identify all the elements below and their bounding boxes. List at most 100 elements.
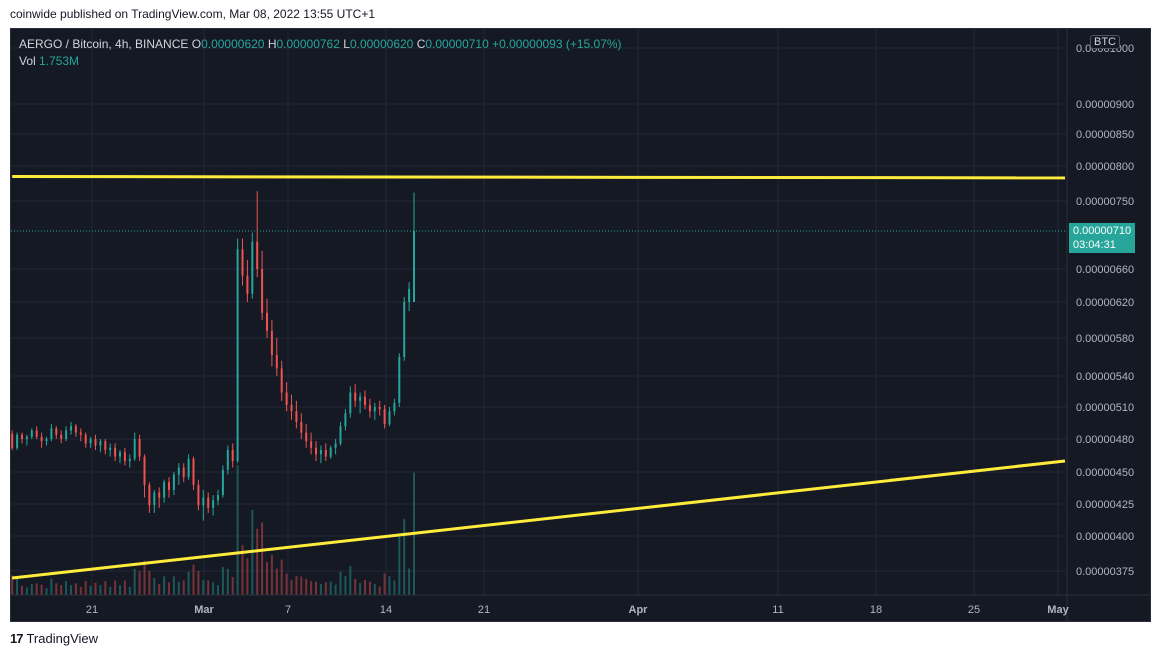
volume-bar [153, 578, 156, 595]
candle-body [16, 434, 19, 448]
volume-bar [408, 568, 411, 595]
volume-bar [383, 573, 386, 595]
volume-bar [212, 582, 215, 595]
candle-body [89, 439, 92, 444]
chart-legend: AERGO / Bitcoin, 4h, BINANCE O0.00000620… [19, 36, 622, 70]
price-tick-label: 0.00000375 [1076, 566, 1134, 578]
currency-badge[interactable]: BTC [1090, 35, 1120, 49]
volume-bar [393, 580, 396, 595]
candle-body [261, 269, 264, 313]
time-tick-label: 14 [380, 604, 392, 616]
volume-bar [285, 573, 288, 595]
candle-body [94, 439, 97, 446]
volume-bar [158, 584, 161, 595]
candle-body [30, 430, 33, 437]
volume-bar [40, 584, 43, 595]
candle-body [163, 482, 166, 498]
candle-body [84, 434, 87, 444]
volume-bar [261, 522, 264, 595]
volume-bar [266, 562, 269, 595]
volume-bar [30, 583, 33, 595]
brand-name: TradingView [26, 631, 99, 646]
candlestick-chart[interactable]: 0.00000375 0.00000400 0.00000425 0.00000450… [11, 29, 1150, 621]
time-tick-label: 7 [285, 604, 291, 616]
candle-body [177, 467, 180, 475]
volume-bar [168, 582, 171, 595]
time-axis: 21 Mar 7 14 21 Apr 11 18 25 May [86, 604, 1070, 616]
candle-body [280, 368, 283, 393]
tradingview-logo-icon: 17 [10, 631, 24, 646]
candle-body [221, 469, 224, 496]
candle-body [74, 426, 77, 433]
time-tick-label: May [1047, 604, 1069, 616]
time-tick-label: 25 [968, 604, 980, 616]
candle-body [383, 409, 386, 425]
candle-body [123, 452, 126, 461]
price-tick-label: 0.00000450 [1076, 467, 1134, 479]
volume-bar [226, 568, 229, 595]
volume-bar [45, 588, 48, 595]
volume-bar [65, 581, 68, 595]
volume-bar [236, 465, 239, 595]
candle-body [197, 484, 200, 506]
volume-bar [207, 580, 210, 595]
volume-bar [182, 580, 185, 595]
time-tick-label: 11 [772, 604, 783, 616]
high-value: 0.00000762 [276, 37, 340, 51]
candle-body [236, 249, 239, 461]
candle-body [99, 441, 102, 446]
candle-body [109, 447, 112, 450]
candle-body [182, 467, 185, 478]
candle-body [25, 436, 28, 439]
volume-bar [148, 571, 151, 595]
volume-bar [300, 576, 303, 595]
candle-body [334, 443, 337, 448]
high-label: H [267, 37, 277, 51]
time-tick-label: 21 [478, 604, 490, 616]
tradingview-brand[interactable]: 17 TradingView [10, 631, 98, 646]
volume-bar [50, 578, 53, 595]
volume-bar [280, 559, 283, 595]
candle-body [315, 447, 318, 455]
chart-panel[interactable]: 0.00000375 0.00000400 0.00000425 0.00000450… [10, 28, 1151, 622]
volume-bar [74, 583, 77, 595]
candle-body [35, 430, 38, 437]
candle-body [231, 450, 234, 461]
volume-bar [94, 582, 97, 595]
time-tick-label: 18 [870, 604, 882, 616]
candle-body [310, 441, 313, 448]
volume-bar [295, 575, 298, 595]
candle-body [241, 249, 244, 276]
volume-layer [11, 465, 416, 595]
bar-countdown: 03:04:31 [1073, 239, 1116, 251]
price-tick-label: 0.00000850 [1076, 129, 1134, 141]
time-tick-label: Apr [629, 604, 649, 616]
candle-body [128, 458, 131, 461]
candle-body [388, 411, 391, 425]
candle-body [359, 396, 362, 401]
change-value: +0.00000093 (+15.07%) [492, 37, 622, 51]
candle-body [79, 432, 82, 435]
volume-bar [403, 519, 406, 595]
volume-bar [334, 584, 337, 595]
last-price-tag: 0.00000710 03:04:31 [1069, 223, 1136, 253]
volume-bar [359, 583, 362, 595]
volume-bar [109, 586, 112, 595]
candle-body [45, 439, 48, 442]
volume-bar [60, 585, 63, 595]
candle-body [119, 452, 122, 457]
price-tick-label: 0.00000480 [1076, 434, 1134, 446]
candle-body [354, 392, 357, 401]
symbol-title[interactable]: AERGO / Bitcoin, 4h, BINANCE [19, 37, 189, 51]
candle-body [148, 484, 151, 506]
volume-bar [11, 575, 14, 595]
volume-bar [163, 576, 166, 595]
last-price-value: 0.00000710 [1073, 225, 1132, 237]
price-tick-label: 0.00000425 [1076, 499, 1134, 511]
volume-bar [138, 571, 141, 595]
volume-bar [339, 571, 342, 595]
volume-bar [89, 585, 92, 595]
candle-body [251, 241, 254, 294]
volume-bar [324, 582, 327, 595]
candle-body [187, 458, 190, 478]
